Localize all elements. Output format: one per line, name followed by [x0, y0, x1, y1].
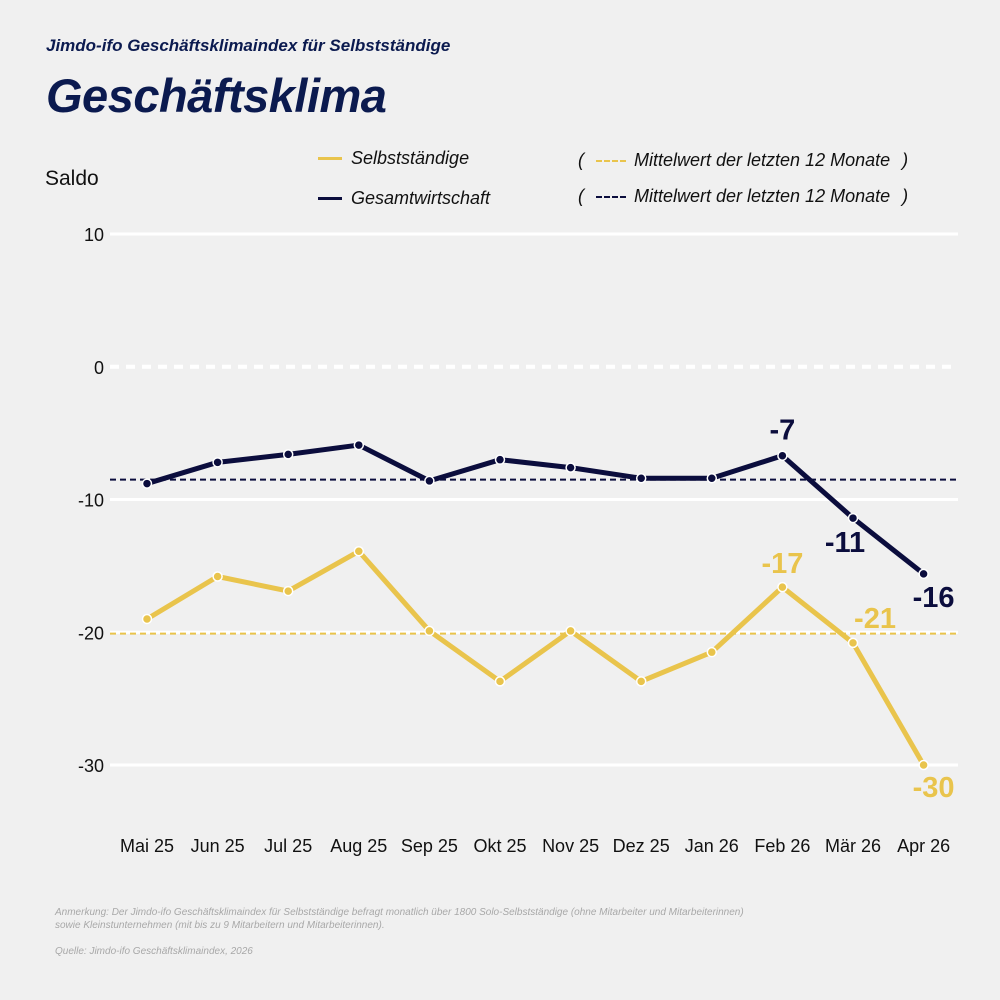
legend-paren-open: ( [578, 150, 584, 170]
y-tick-label: -20 [78, 623, 104, 643]
data-label-gesamtwirtschaft: -11 [825, 527, 865, 559]
x-tick-label: Jun 25 [191, 836, 245, 856]
x-tick-label: Apr 26 [897, 836, 950, 856]
data-point-selbststaendige [212, 571, 223, 582]
series-line-selbststaendige [144, 548, 927, 768]
legend-label-selbststaendige: Selbstständige [351, 148, 470, 168]
data-label-selbststaendige: -21 [854, 603, 896, 635]
data-point-selbststaendige [353, 546, 365, 557]
y-tick-label: 0 [94, 358, 104, 378]
data-point-gesamtwirtschaft [141, 478, 153, 489]
y-tick-label: -30 [78, 756, 104, 776]
legend-label-gesamtwirtschaft: Gesamtwirtschaft [351, 188, 491, 208]
data-point-selbststaendige [282, 585, 294, 597]
x-tick-label: Jul 25 [264, 836, 312, 856]
legend-label-mean-selbststaendige: Mittelwert der letzten 12 Monate [634, 150, 891, 170]
data-point-selbststaendige [424, 625, 435, 637]
legend-item-gesamtwirtschaft: Gesamtwirtschaft [318, 188, 490, 209]
x-tick-label: Nov 25 [542, 836, 599, 856]
data-point-selbststaendige [635, 676, 647, 687]
data-point-gesamtwirtschaft [424, 475, 435, 487]
y-tick-label: 10 [84, 225, 104, 245]
data-point-gesamtwirtschaft [777, 450, 788, 461]
x-tick-label: Dez 25 [613, 836, 670, 856]
data-point-gesamtwirtschaft [212, 457, 223, 468]
series-line-gesamtwirtschaft [144, 442, 927, 577]
legend-paren-open: ( [578, 186, 584, 206]
legend-swatch-selbststaendige [318, 157, 342, 160]
legend-item-selbststaendige: Selbstständige [318, 148, 469, 169]
data-point-selbststaendige [565, 625, 576, 637]
data-label-gesamtwirtschaft: -16 [913, 582, 955, 614]
y-tick-label: -10 [78, 491, 104, 511]
data-label-gesamtwirtschaft: -7 [770, 415, 796, 447]
data-point-gesamtwirtschaft [635, 473, 647, 484]
x-tick-label: Aug 25 [330, 836, 387, 856]
data-point-selbststaendige [777, 581, 788, 593]
x-tick-label: Mai 25 [120, 836, 174, 856]
footnote: Anmerkung: Der Jimdo-ifo Geschäftsklimai… [55, 907, 744, 931]
legend-label-mean-gesamtwirtschaft: Mittelwert der letzten 12 Monate [634, 186, 891, 206]
data-point-selbststaendige [141, 613, 153, 625]
data-label-selbststaendige: -30 [913, 772, 955, 804]
data-point-gesamtwirtschaft [565, 462, 576, 473]
legend-item-mean-gesamtwirtschaft: ( Mittelwert der letzten 12 Monate ) [578, 186, 908, 207]
data-point-selbststaendige [918, 759, 929, 771]
data-point-gesamtwirtschaft [847, 512, 859, 524]
data-point-selbststaendige [494, 676, 506, 687]
legend-swatch-gesamtwirtschaft [318, 197, 342, 200]
legend-dash-selbststaendige [596, 159, 626, 162]
legend-paren-close: ) [902, 150, 909, 170]
y-axis-label: Saldo [45, 167, 99, 190]
data-point-selbststaendige [706, 646, 718, 658]
source-note: Quelle: Jimdo-ifo Geschäftsklimaindex, 2… [55, 946, 253, 957]
legend-item-mean-selbststaendige: ( Mittelwert der letzten 12 Monate ) [578, 150, 908, 171]
x-tick-label: Sep 25 [401, 836, 458, 856]
legend-dash-gesamtwirtschaft [596, 195, 626, 198]
x-tick-label: Mär 26 [825, 836, 881, 856]
chart-subtitle: Jimdo-ifo Geschäftsklimaindex für Selbst… [46, 36, 451, 55]
data-label-selbststaendige: -17 [761, 548, 803, 580]
x-tick-label: Jan 26 [685, 836, 739, 856]
data-point-gesamtwirtschaft [353, 439, 365, 451]
data-point-gesamtwirtschaft [918, 568, 929, 580]
chart-title: Geschäftsklima [46, 69, 387, 122]
x-tick-label: Okt 25 [473, 836, 526, 856]
data-point-gesamtwirtschaft [494, 454, 506, 465]
data-point-selbststaendige [847, 637, 859, 649]
data-point-gesamtwirtschaft [706, 473, 718, 484]
x-tick-label: Feb 26 [754, 836, 810, 856]
data-point-gesamtwirtschaft [282, 449, 294, 460]
legend-paren-close: ) [902, 186, 909, 206]
